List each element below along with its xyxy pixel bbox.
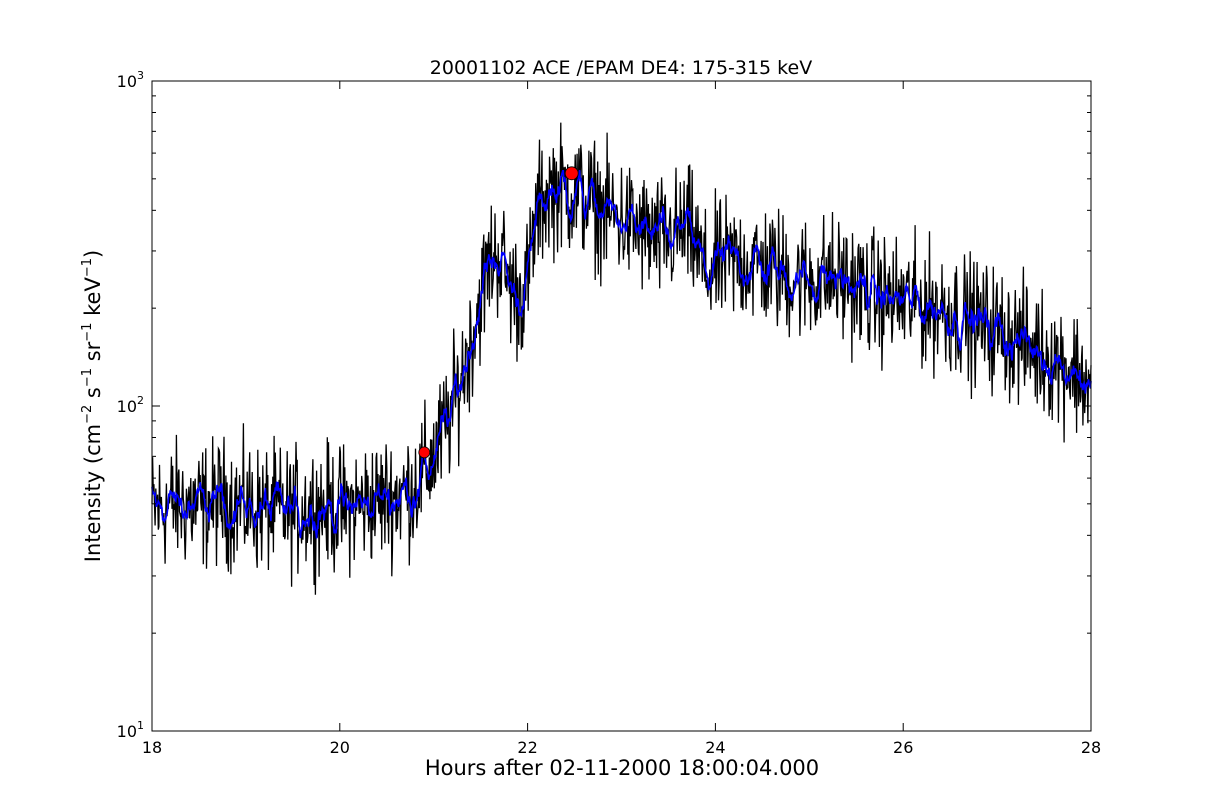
x-tick-label: 20 bbox=[330, 738, 350, 757]
raw-series-layer bbox=[151, 122, 1092, 595]
chart-title: 20001102 ACE /EPAM DE4: 175-315 keV bbox=[430, 57, 812, 79]
marker-layer bbox=[418, 166, 579, 459]
y-label-mid-3: keV bbox=[81, 277, 105, 323]
x-tick-label: 26 bbox=[893, 738, 913, 757]
smoothed-intensity-line bbox=[151, 169, 1092, 539]
x-axis-ticks: 18 20 22 24 26 28 bbox=[142, 81, 1101, 757]
event-marker bbox=[564, 166, 579, 181]
x-tick-label: 18 bbox=[142, 738, 162, 757]
x-tick-label: 24 bbox=[705, 738, 725, 757]
y-label-mid-2: sr bbox=[81, 341, 105, 368]
y-label-suffix: ) bbox=[81, 250, 105, 258]
y-label-exp-4: −1 bbox=[80, 258, 95, 277]
y-label-exp-3: −1 bbox=[80, 323, 95, 342]
x-tick-label: 28 bbox=[1081, 738, 1101, 757]
y-axis-ticks: 101 102 103 bbox=[117, 69, 1091, 741]
y-tick-label: 103 bbox=[117, 69, 144, 91]
x-tick-label: 22 bbox=[517, 738, 537, 757]
y-tick-label: 102 bbox=[117, 394, 144, 416]
y-label-exp-1: −2 bbox=[80, 405, 95, 424]
y-axis-label: Intensity (cm−2 s−1 sr−1 keV−1) bbox=[80, 250, 105, 562]
y-label-prefix: Intensity (cm bbox=[81, 424, 105, 562]
x-axis-label: Hours after 02-11-2000 18:00:04.000 bbox=[425, 756, 819, 780]
y-tick-label: 101 bbox=[117, 719, 144, 741]
y-label-mid-1: s bbox=[81, 387, 105, 405]
y-label-exp-2: −1 bbox=[80, 368, 95, 387]
raw-intensity-line bbox=[151, 122, 1092, 595]
smoothed-series-layer bbox=[151, 169, 1092, 539]
event-marker bbox=[418, 446, 431, 459]
